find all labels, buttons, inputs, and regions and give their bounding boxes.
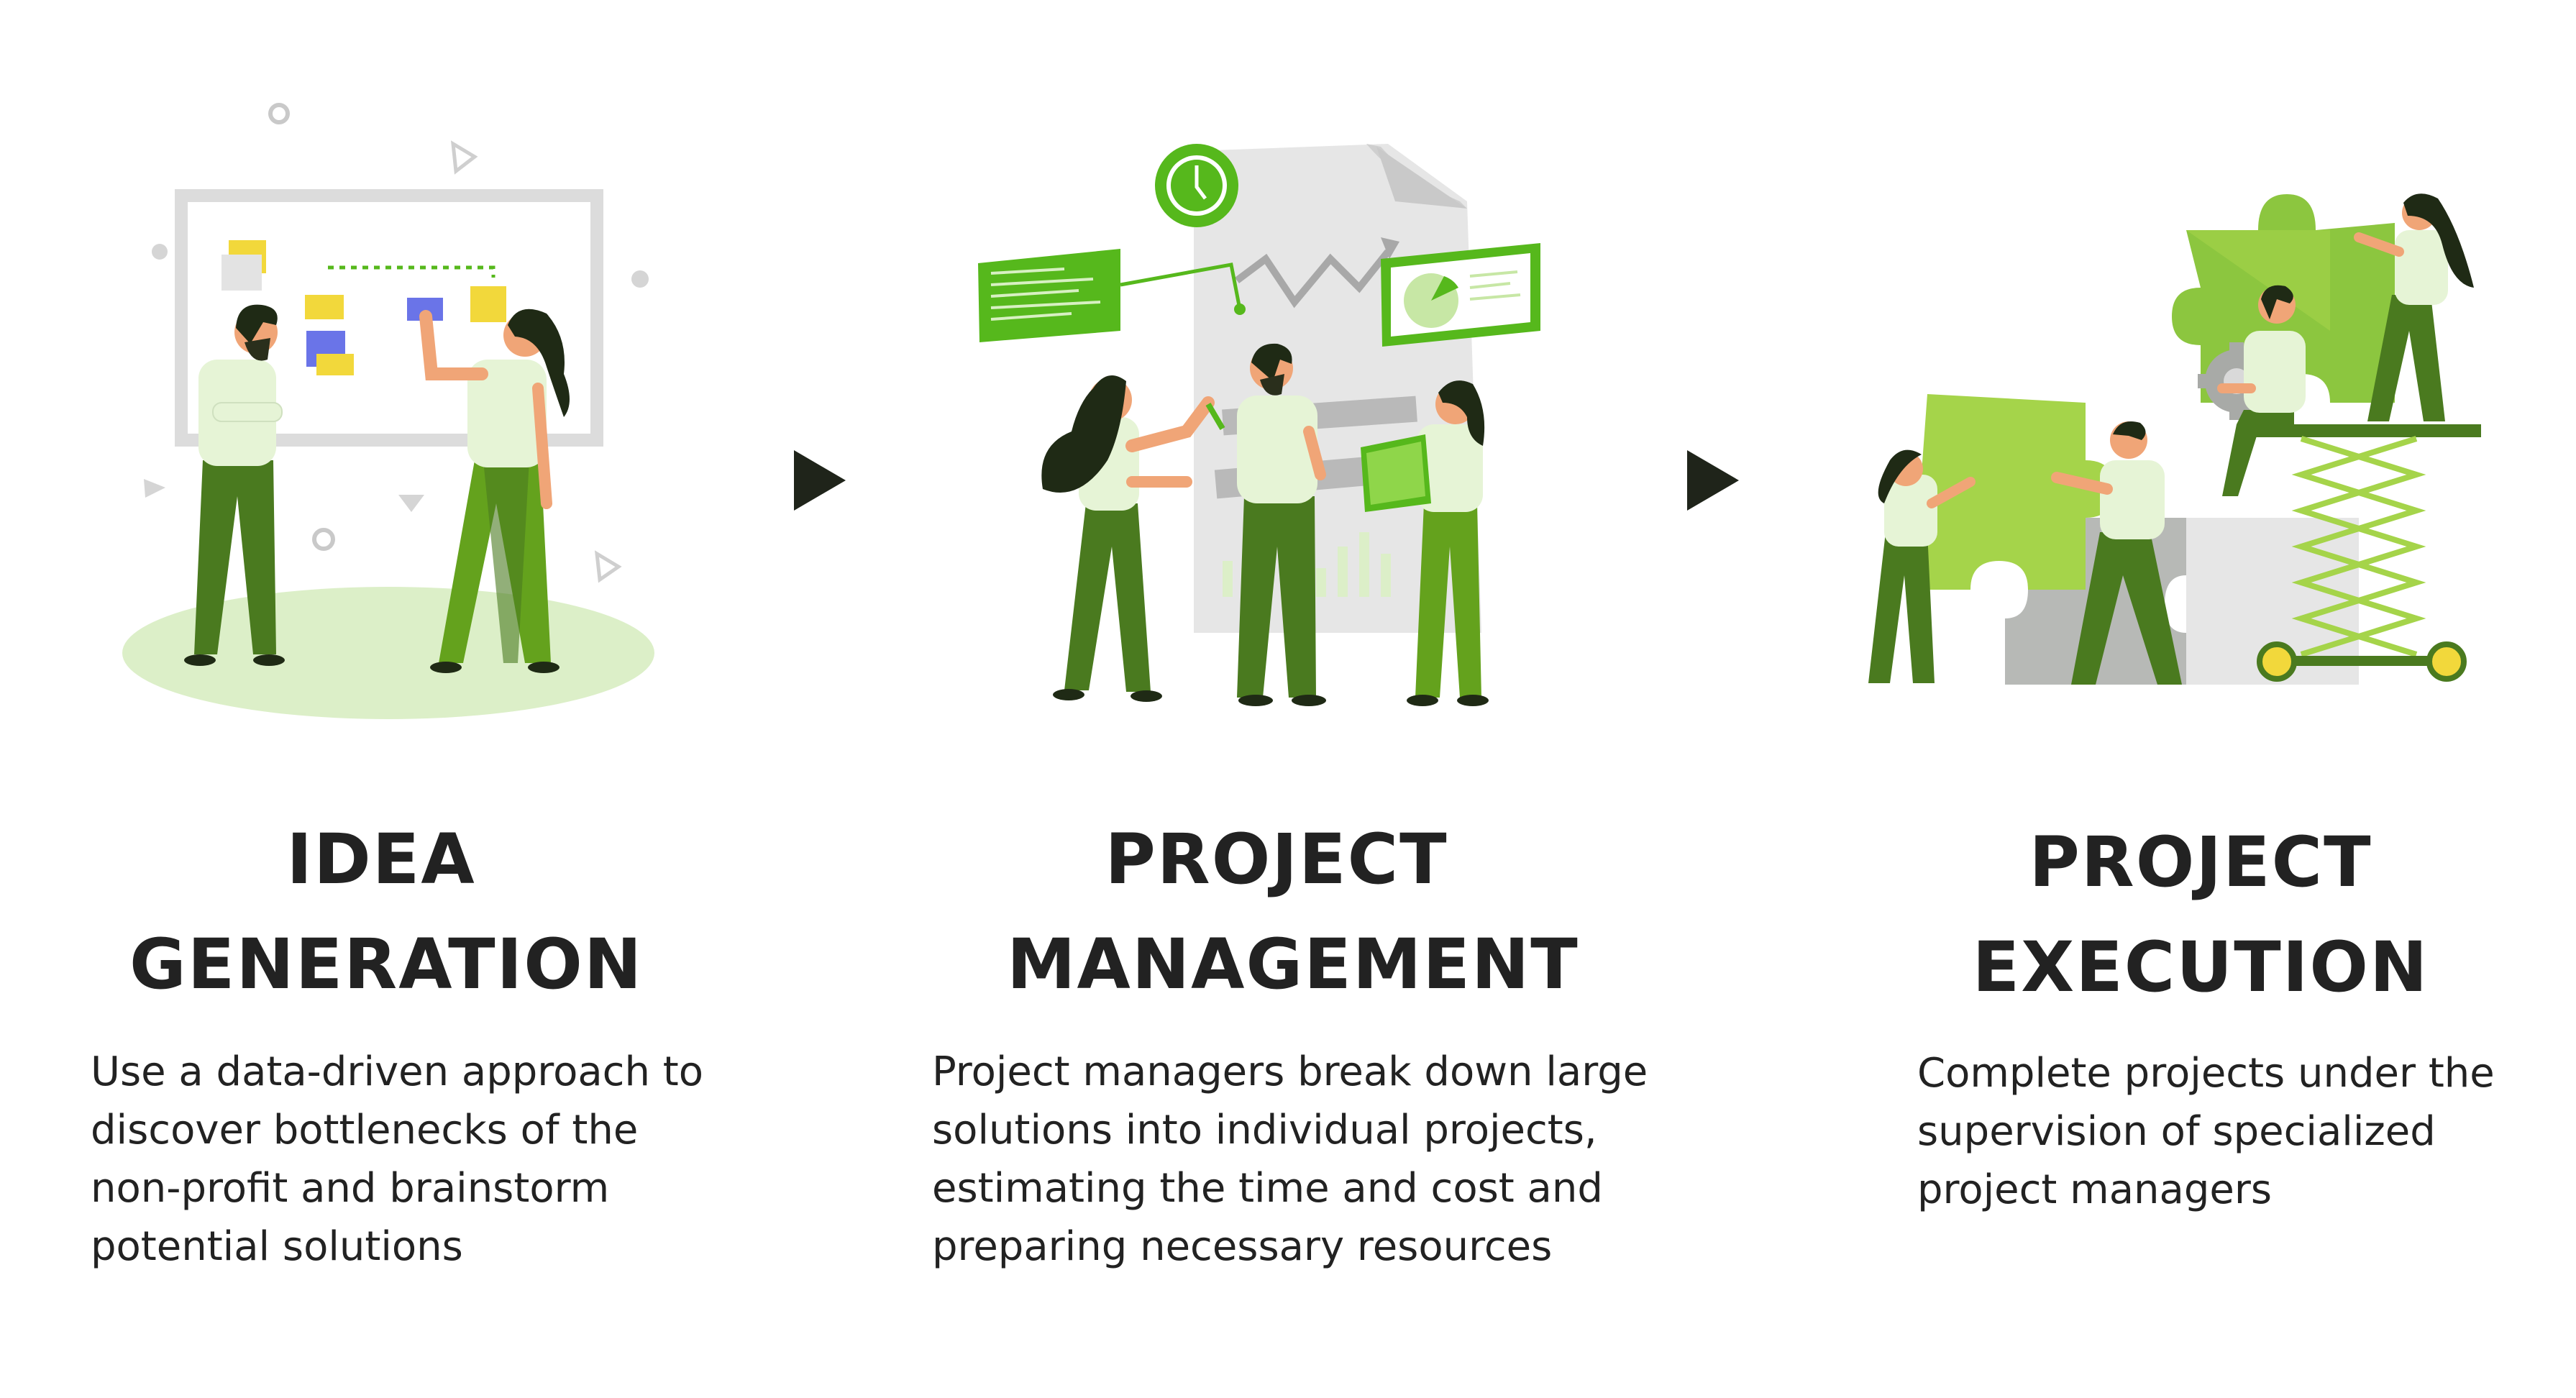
description-line: Project managers break down large <box>932 1048 1648 1095</box>
step-title-line: EXECUTION <box>1972 927 2429 1008</box>
illustration-project-management <box>978 144 1540 706</box>
description-line: supervision of specialized <box>1917 1108 2436 1155</box>
step-title-project-management: PROJECT MANAGEMENT <box>1007 807 1579 1017</box>
description-line: preparing necessary resources <box>932 1223 1553 1270</box>
step-title-project-execution: PROJECT EXECUTION <box>1949 810 2452 1020</box>
description-line: discover bottlenecks of the <box>91 1107 639 1153</box>
description-line: project managers <box>1917 1166 2273 1213</box>
step-title-line: IDEA <box>286 819 476 900</box>
description-line: estimating the time and cost and <box>932 1165 1603 1212</box>
illustration-project-execution <box>1868 193 2481 685</box>
description-line: solutions into individual projects, <box>932 1107 1597 1153</box>
step-description-project-management: Project managers break down large soluti… <box>932 1043 1648 1276</box>
step-title-line: PROJECT <box>2029 822 2372 903</box>
step-description-project-execution: Complete projects under the supervision … <box>1917 1044 2495 1219</box>
description-line: non-profit and brainstorm <box>91 1165 610 1212</box>
description-line: Complete projects under the <box>1917 1050 2495 1097</box>
arrow-right-icon <box>1687 450 1739 511</box>
description-line: potential solutions <box>91 1223 463 1270</box>
step-title-line: MANAGEMENT <box>1007 924 1579 1005</box>
step-title-line: GENERATION <box>129 924 644 1005</box>
step-title-line: PROJECT <box>1105 819 1448 900</box>
arrow-right-icon <box>794 450 846 511</box>
illustration-idea-generation <box>122 103 654 719</box>
step-title-idea-generation: IDEA GENERATION <box>129 807 644 1017</box>
step-description-idea-generation: Use a data-driven approach to discover b… <box>91 1043 703 1276</box>
description-line: Use a data-driven approach to <box>91 1048 703 1095</box>
